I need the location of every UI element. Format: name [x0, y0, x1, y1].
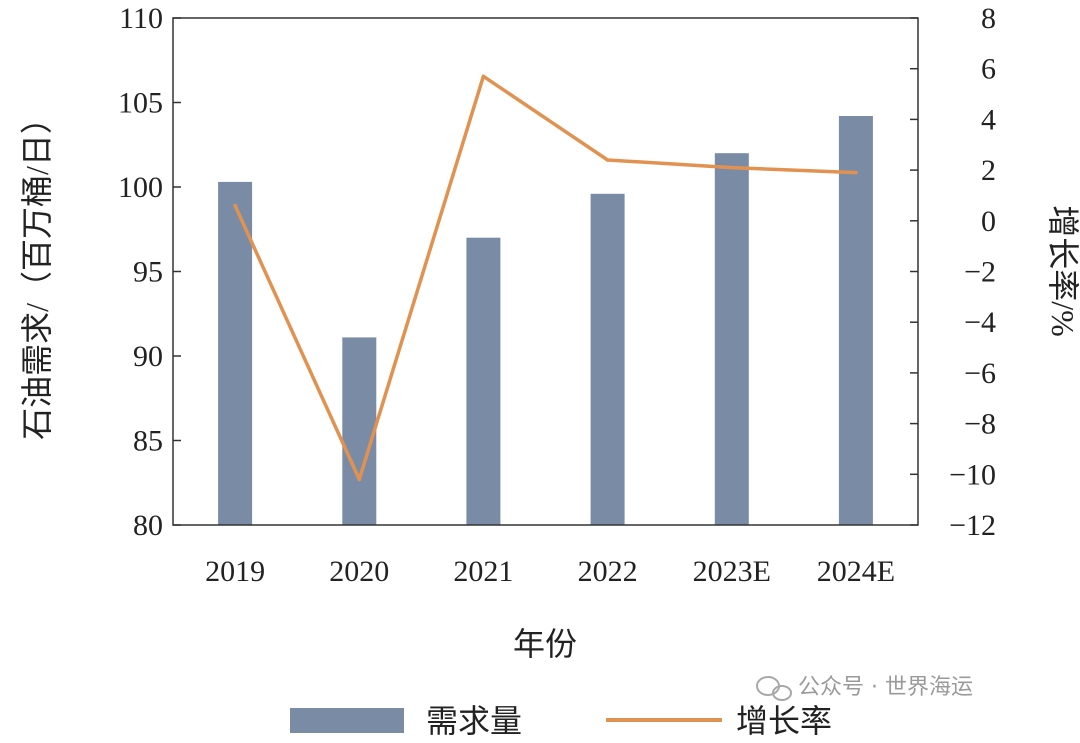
right-tick-label: 0	[981, 205, 996, 238]
bar-2023E	[714, 153, 749, 525]
growth-point-2022	[605, 158, 610, 162]
right-tick-label: 2	[981, 154, 996, 187]
left-tick-label: 90	[133, 340, 163, 373]
left-tick-label: 85	[133, 425, 163, 458]
y2-axis-title: 增长率/%	[1045, 205, 1080, 337]
bar-2021	[466, 237, 501, 525]
legend-label-bar: 需求量	[426, 703, 522, 739]
bar-series	[218, 116, 873, 526]
right-tick-label: −6	[964, 357, 996, 390]
x-tick-label: 2024E	[817, 555, 895, 588]
left-tick-label: 110	[119, 2, 163, 35]
watermark-text: 公众号 · 世界海运	[798, 675, 973, 700]
plot-frame	[172, 17, 919, 526]
right-tick-label: 6	[981, 53, 996, 86]
legend-swatch-bar	[290, 708, 404, 733]
x-tick-label: 2023E	[693, 555, 771, 588]
watermark: 公众号 · 世界海运	[756, 675, 973, 701]
left-tick-label: 100	[118, 171, 163, 204]
right-tick-label: 4	[981, 103, 996, 136]
x-axis-title: 年份	[513, 626, 577, 662]
x-tick-label: 2019	[205, 555, 265, 588]
growth-rate-line	[233, 74, 858, 482]
right-tick-label: −4	[964, 306, 996, 339]
left-axis: 80 85 90 95 100 105 110	[118, 2, 181, 542]
y-axis-title: 石油需求/（百万桶/日）	[19, 102, 55, 440]
wechat-icon	[756, 676, 792, 701]
growth-point-2023E	[730, 165, 734, 170]
right-axis: −12 −10 −8 −6 −4 −2 0 2 4 6 8	[910, 2, 996, 542]
x-tick-label: 2020	[329, 555, 389, 588]
line-series	[233, 74, 858, 482]
bar-2022	[590, 193, 625, 526]
right-tick-label: −10	[949, 458, 996, 491]
legend-label-line: 增长率	[736, 703, 832, 739]
bar-2020	[342, 337, 377, 525]
x-tick-label: 2022	[578, 555, 638, 588]
x-tick-label: 2021	[453, 555, 513, 588]
left-tick-label: 80	[133, 509, 163, 542]
growth-point-2021	[481, 74, 486, 79]
bar-2024E	[838, 116, 873, 525]
x-axis: 2019 2020 2021 2022 2023E 2024E	[205, 555, 895, 588]
right-tick-label: 8	[981, 2, 996, 35]
right-tick-label: −2	[964, 256, 996, 289]
growth-point-2024E	[854, 170, 858, 175]
left-tick-label: 95	[133, 256, 163, 289]
left-tick-label: 105	[118, 87, 163, 120]
right-tick-label: −8	[964, 408, 996, 441]
right-tick-label: −12	[949, 509, 996, 542]
growth-point-2019	[233, 203, 237, 208]
growth-point-2020	[357, 477, 362, 482]
legend: 需求量 增长率	[290, 703, 832, 739]
bar-2019	[218, 181, 253, 525]
